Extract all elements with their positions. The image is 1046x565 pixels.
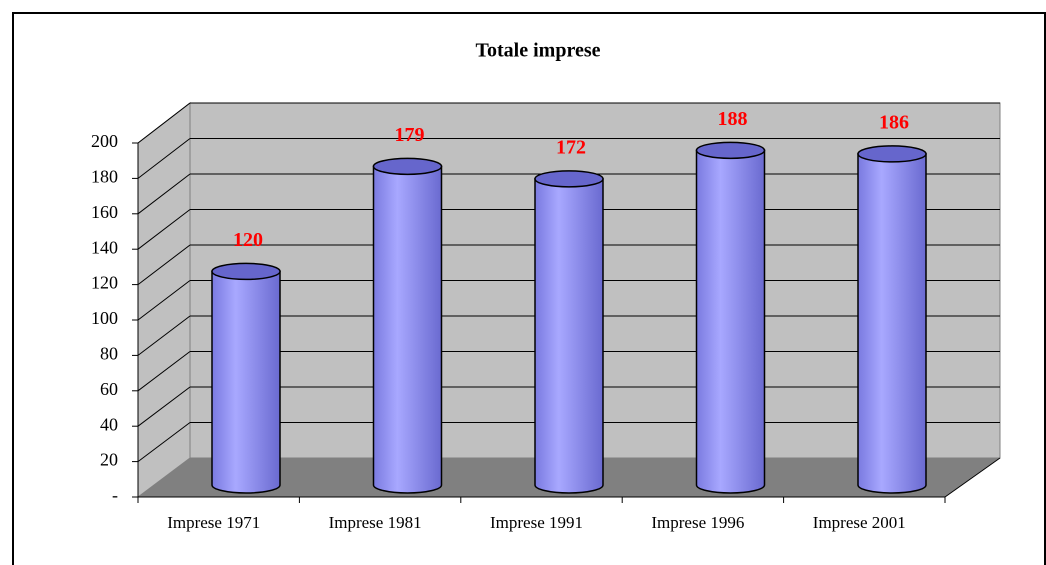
cylinder-top — [695, 141, 766, 160]
y-tick-label: 80 — [100, 344, 118, 364]
value-label: 188 — [718, 108, 748, 130]
grid-line-side — [137, 315, 191, 356]
grid-line-side — [137, 244, 191, 285]
floor-edge — [944, 457, 1001, 498]
cylinder-top — [211, 262, 281, 281]
y-tick-label: 20 — [100, 450, 118, 470]
cylinder-top — [534, 170, 604, 188]
x-tick-label: Imprese 1996 — [651, 513, 744, 532]
y-tick-label: 160 — [91, 202, 118, 222]
x-tick-label: Imprese 1981 — [329, 513, 422, 532]
grid-line-side — [137, 102, 191, 144]
chart-title: Totale imprese — [476, 40, 601, 62]
y-tick-label: 120 — [91, 273, 118, 293]
value-label: 179 — [395, 124, 425, 146]
grid-line-side — [137, 386, 191, 427]
value-label: 120 — [233, 229, 263, 251]
grid-line-side — [137, 209, 191, 250]
y-tick-label: 40 — [100, 414, 118, 434]
grid-line-side — [137, 138, 191, 179]
cylinder-top — [857, 145, 927, 163]
grid-line-side — [137, 422, 191, 462]
chart-border — [12, 12, 1046, 565]
grid-line-side — [137, 173, 191, 215]
cylinder-body — [695, 149, 766, 494]
y-tick-label: 200 — [91, 131, 118, 151]
x-tick-label: Imprese 1971 — [167, 513, 260, 532]
cylinder-top — [372, 157, 443, 176]
cylinder-body — [211, 270, 281, 494]
cylinder-body — [857, 153, 927, 494]
y-tick-label: 100 — [91, 308, 118, 328]
cylinder-body — [372, 165, 443, 494]
x-tick-label: Imprese 2001 — [813, 513, 906, 532]
value-label: 186 — [879, 112, 909, 134]
cylinder-body — [534, 178, 604, 494]
grid-line-side — [137, 280, 191, 321]
y-tick-label: - — [112, 485, 118, 505]
grid-line-side — [137, 351, 191, 392]
y-tick-label: 60 — [100, 379, 118, 399]
y-tick-label: 180 — [91, 167, 118, 187]
y-tick-label: 140 — [91, 237, 118, 257]
x-tick-label: Imprese 1991 — [490, 513, 583, 532]
value-label: 172 — [556, 136, 586, 158]
